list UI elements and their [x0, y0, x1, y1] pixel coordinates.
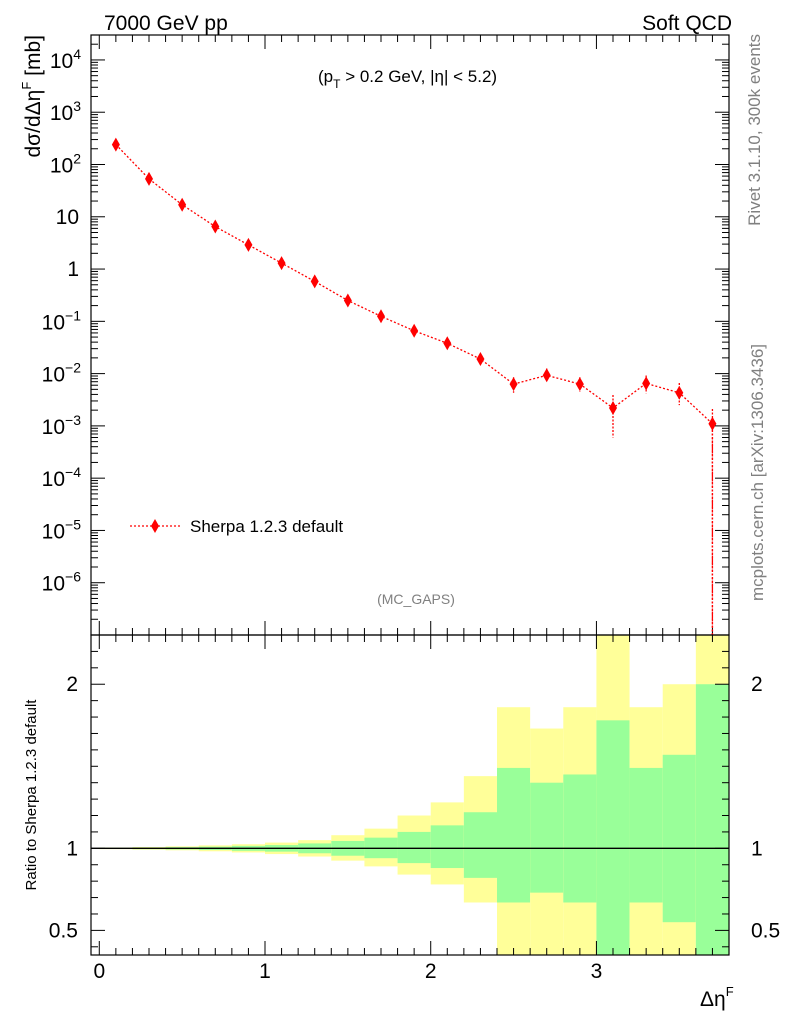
legend-entry-label: Sherpa 1.2.3 default: [190, 517, 343, 536]
data-point-6: [310, 274, 319, 289]
main-ytick-label-8: 10−4: [42, 464, 82, 491]
main-ytick-label-exp: −5: [65, 516, 81, 532]
ratio-ytick-label-right-1: 1: [751, 837, 763, 860]
ratio-band-inner-14: [563, 774, 597, 903]
data-point-9: [410, 323, 419, 338]
legend-marker: [151, 519, 159, 533]
xtick-label-2: 2: [425, 960, 437, 983]
data-point-0: [111, 137, 120, 152]
header-right-label: Soft QCD: [642, 12, 732, 35]
main-ytick-label-base: 10: [42, 416, 65, 439]
main-ytick-label-base: 10: [42, 364, 65, 387]
data-point-10: [443, 336, 452, 351]
cut-annotation: (pT > 0.2 GeV, |η| < 5.2): [318, 67, 497, 91]
ratio-band-inner-12: [497, 767, 531, 903]
xtick-label-0: 0: [93, 960, 105, 983]
data-point-13: [542, 368, 551, 383]
ratio-band-inner-13: [530, 782, 564, 893]
main-y-axis-label-unit: [mb]: [22, 35, 45, 82]
ratio-band-inner-9: [397, 831, 431, 864]
data-point-16: [642, 376, 651, 391]
ratio-ytick-label-1: 1: [66, 837, 78, 860]
xtick-label-3: 3: [591, 960, 603, 983]
ratio-band-inner-16: [629, 767, 663, 903]
main-ytick-label-7: 10−3: [42, 412, 82, 439]
main-ytick-label-exp: −6: [65, 569, 81, 585]
main-ytick-label-exp: 4: [73, 46, 81, 62]
cut-annotation-sub: T: [333, 77, 341, 91]
main-ytick-label-6: 10−2: [42, 360, 82, 387]
main-ytick-label-base: 10: [50, 102, 73, 125]
data-point-8: [377, 309, 385, 324]
main-ytick-label-exp: −4: [65, 464, 81, 480]
main-ytick-label-base: 10: [42, 311, 65, 334]
data-point-2: [178, 197, 187, 212]
legend: Sherpa 1.2.3 default: [130, 517, 343, 536]
main-frame: [90, 34, 730, 636]
header-left-label: 7000 GeV pp: [104, 12, 228, 35]
main-ytick-label-2: 102: [50, 150, 81, 177]
cut-annotation-open: (p: [318, 67, 333, 86]
data-point-1: [145, 171, 153, 186]
main-ytick-label-0: 104: [50, 46, 81, 73]
ratio-y-axis-label: Ratio to Sherpa 1.2.3 default: [23, 699, 40, 891]
main-ytick-label-10: 10−6: [42, 569, 82, 596]
data-point-7: [343, 293, 352, 308]
data-point-15: [609, 400, 617, 415]
main-ytick-label-base: 10: [50, 50, 73, 73]
ratio-ytick-label-right-2: 2: [751, 673, 763, 696]
main-ytick-label-exp: 3: [73, 98, 81, 114]
main-ytick-label-exp: 2: [73, 150, 81, 166]
main-ytick-label-1: 103: [50, 98, 81, 125]
main-y-axis-label-text: dσ/dΔη: [22, 90, 45, 158]
main-y-axis-label-sup: F: [19, 82, 34, 90]
main-ytick-label-exp: −3: [65, 412, 81, 428]
main-ytick-label-9: 10−5: [42, 516, 82, 543]
x-axis-label-text: Δη: [700, 988, 726, 1011]
analysis-watermark: (MC_GAPS): [377, 591, 455, 607]
data-point-18: [708, 416, 717, 431]
rivet-version-label: Rivet 3.1.10, 300k events: [745, 34, 764, 226]
main-ytick-label-base: 10: [42, 573, 65, 596]
main-ytick-label-base: 10: [42, 520, 65, 543]
ratio-band-inner-11: [463, 812, 497, 878]
data-point-12: [509, 377, 518, 392]
data-point-4: [244, 237, 253, 252]
x-axis-label: ΔηF: [700, 984, 734, 1011]
main-y-axis-label: dσ/dΔηF [mb]: [19, 35, 45, 158]
xtick-label-1: 1: [259, 960, 271, 983]
data-point-17: [675, 385, 684, 400]
data-point-11: [476, 352, 485, 367]
ratio-bands: [99, 635, 729, 955]
main-ytick-label-3: 10: [56, 206, 79, 229]
ratio-ytick-label-right-0: 0.5: [751, 919, 780, 942]
x-axis-label-sup: F: [726, 984, 734, 999]
ratio-axes: 0.5 0.5 1 1 2 2 0 1 2 3: [49, 35, 780, 983]
ratio-band-inner-15: [596, 720, 630, 955]
cut-annotation-rest: > 0.2 GeV, |η| < 5.2): [340, 67, 497, 86]
main-series: [111, 137, 717, 635]
ratio-band-inner-17: [662, 754, 696, 923]
ratio-ytick-label-2: 2: [66, 673, 78, 696]
mcplots-label: mcplots.cern.ch [arXiv:1306.3436]: [748, 344, 767, 601]
ratio-ytick-label-0: 0.5: [49, 919, 78, 942]
series-line-0: [115, 144, 714, 635]
main-ytick-label-exp: −1: [65, 307, 81, 323]
main-ytick-label-base: 10: [50, 154, 73, 177]
main-ytick-label-5: 10−1: [42, 307, 82, 334]
data-point-3: [211, 219, 220, 234]
data-point-5: [277, 256, 286, 271]
main-ytick-label-4: 1: [67, 258, 79, 281]
ratio-band-inner-18: [695, 684, 729, 955]
main-ytick-label-base: 10: [42, 468, 65, 491]
ratio-band-inner-10: [430, 825, 464, 869]
data-point-14: [575, 377, 584, 392]
main-ytick-label-exp: −2: [65, 360, 81, 376]
